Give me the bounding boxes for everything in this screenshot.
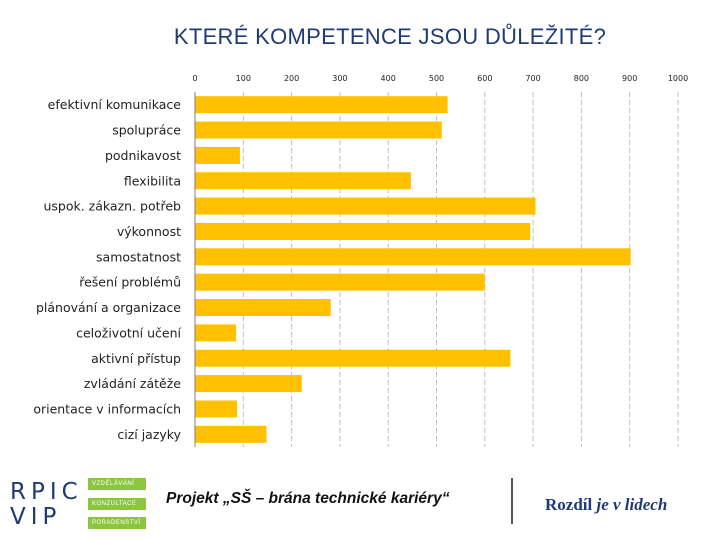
category-label: efektivní komunikace: [48, 97, 182, 112]
slogan-rest: je v lidech: [596, 495, 668, 514]
slogan-word: Rozdíl: [545, 495, 593, 514]
logo-text-line2: VIP: [10, 504, 62, 530]
slogan: Rozdíl je v lidech: [545, 495, 667, 515]
category-label: cizí jazyky: [117, 427, 181, 442]
logo-box-2: KONZULTACE: [88, 498, 146, 510]
bar: [195, 425, 267, 443]
logo-box-3: PORADENSTVÍ: [88, 517, 146, 529]
bar: [195, 273, 485, 291]
bar: [195, 248, 631, 266]
project-name: Projekt „SŠ – brána technické kariéry“: [166, 490, 450, 507]
bar: [195, 197, 536, 215]
x-tick-label: 1000: [668, 74, 688, 83]
category-label: řešení problémů: [79, 275, 181, 290]
category-label: uspok. zákazn. potřeb: [43, 199, 181, 214]
x-tick-label: 700: [525, 74, 540, 83]
chart-title: KTERÉ KOMPETENCE JSOU DŮLEŽITÉ?: [173, 24, 607, 49]
x-tick-label: 100: [236, 74, 251, 83]
logo-box-1: VZDĚLÁVÁNÍ: [88, 478, 146, 490]
x-tick-label: 500: [429, 74, 444, 83]
bar: [195, 172, 411, 190]
x-tick-label: 900: [622, 74, 637, 83]
category-label: plánování a organizace: [36, 300, 181, 315]
footer: RPIC VIP VZDĚLÁVÁNÍ KONZULTACE PORADENST…: [0, 462, 720, 540]
x-tick-label: 600: [477, 74, 492, 83]
bar: [195, 400, 238, 418]
bar: [195, 349, 511, 367]
category-label: celoživotní učení: [76, 325, 181, 340]
bar: [195, 375, 302, 393]
x-tick-label: 400: [381, 74, 396, 83]
x-tick-label: 200: [284, 74, 299, 83]
category-label: orientace v informacích: [33, 401, 181, 416]
x-tick-label: 800: [574, 74, 589, 83]
logo-text-line1: RPIC: [10, 479, 83, 505]
bar-chart: 0 100 200 300 400 500 600 700 800 900 1000 efektivn…: [33, 74, 688, 447]
bar: [195, 299, 331, 317]
category-label: samostatnost: [96, 249, 181, 264]
category-label: podnikavost: [105, 148, 181, 163]
rpic-vip-logo: RPIC VIP VZDĚLÁVÁNÍ KONZULTACE PORADENST…: [10, 472, 160, 532]
category-label: aktivní přístup: [91, 351, 181, 366]
category-label: výkonnost: [117, 224, 181, 239]
category-label: zvládání zátěže: [84, 376, 181, 391]
x-tick-label: 300: [332, 74, 347, 83]
bar: [195, 96, 448, 114]
bar: [195, 324, 237, 342]
bar: [195, 121, 442, 139]
category-label: spolupráce: [112, 123, 181, 138]
category-label: flexibilita: [124, 173, 181, 188]
bar: [195, 146, 240, 164]
x-tick-label: 0: [192, 74, 197, 83]
bar: [195, 222, 531, 240]
footer-divider: [511, 478, 513, 524]
